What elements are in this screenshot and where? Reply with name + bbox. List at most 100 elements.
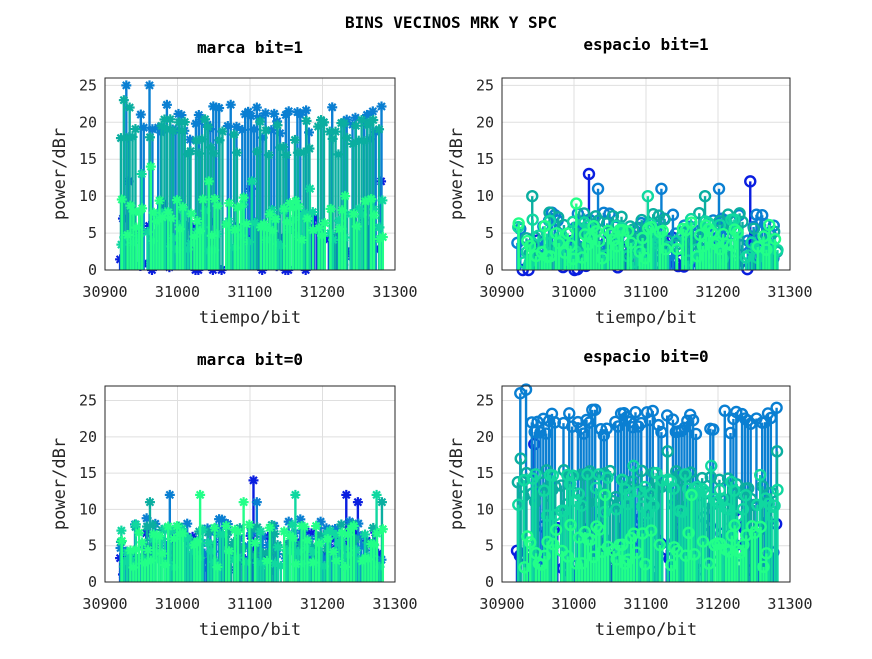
y-tick-label: 5 <box>485 224 494 242</box>
stem-marker <box>186 146 196 156</box>
stem-marker <box>192 216 202 226</box>
stem-marker <box>302 214 312 224</box>
stem-marker <box>204 176 214 186</box>
x-axis-label: tiempo/bit <box>595 620 697 640</box>
stem-marker <box>281 150 291 160</box>
stem-marker <box>242 219 252 229</box>
stem-marker <box>261 125 271 135</box>
stem-marker <box>145 80 155 90</box>
stem-marker <box>320 218 330 228</box>
y-tick-label: 15 <box>476 464 494 482</box>
stem-marker <box>301 105 311 115</box>
stem-marker <box>178 528 188 538</box>
x-axis-label: tiempo/bit <box>595 308 697 328</box>
stem-marker <box>165 114 175 124</box>
stem-marker <box>368 115 378 125</box>
x-axis-label: tiempo/bit <box>199 620 301 640</box>
stem-marker <box>165 490 175 500</box>
y-tick-label: 25 <box>79 76 97 94</box>
stem-marker <box>302 116 312 126</box>
y-tick-label: 0 <box>88 261 97 279</box>
stem-marker <box>255 117 265 127</box>
stem-marker <box>137 203 147 213</box>
x-tick-label: 31200 <box>695 283 740 301</box>
stem-marker <box>163 522 173 532</box>
stem-marker <box>139 123 149 133</box>
stem-marker <box>302 535 312 545</box>
stem-marker <box>155 196 165 206</box>
stem-marker <box>248 475 258 485</box>
stem-marker <box>300 522 310 532</box>
x-tick-label: 31100 <box>227 595 272 613</box>
x-tick-label: 31100 <box>623 595 668 613</box>
stem-marker <box>351 534 361 544</box>
y-tick-label: 25 <box>79 392 97 410</box>
y-tick-label: 5 <box>88 224 97 242</box>
y-tick-label: 15 <box>476 150 494 168</box>
stem-marker <box>352 221 362 231</box>
stem-marker <box>311 521 321 531</box>
y-tick-label: 15 <box>79 150 97 168</box>
x-tick-label: 31300 <box>767 283 812 301</box>
stem-marker <box>224 546 234 556</box>
stem-marker <box>294 202 304 212</box>
stem-marker <box>349 209 359 219</box>
stem-marker <box>116 526 126 536</box>
stem-marker <box>377 101 387 111</box>
stem-marker <box>145 132 155 142</box>
y-tick-label: 0 <box>485 261 494 279</box>
stem-marker <box>136 110 146 120</box>
x-tick-label: 31300 <box>372 283 417 301</box>
stem-marker <box>121 80 131 90</box>
y-tick-label: 20 <box>79 428 97 446</box>
stem-marker <box>290 135 300 145</box>
stem-marker <box>265 523 275 533</box>
stem-marker <box>252 497 262 507</box>
stem-marker <box>291 559 301 569</box>
y-axis-label: power/dBr <box>447 128 467 220</box>
stem-marker <box>271 214 281 224</box>
stem-marker <box>137 537 147 547</box>
x-tick-label: 31300 <box>372 595 417 613</box>
stem-marker <box>378 232 388 242</box>
x-tick-label: 30900 <box>82 283 127 301</box>
stem-marker <box>239 497 249 507</box>
x-tick-label: 31000 <box>155 283 200 301</box>
stem-marker <box>250 538 260 548</box>
stem-marker <box>369 210 379 220</box>
x-tick-label: 31300 <box>767 595 812 613</box>
stem-marker <box>319 117 329 127</box>
stem-marker <box>210 523 220 533</box>
stem-marker <box>157 549 167 559</box>
stem-marker <box>226 100 236 110</box>
stem-marker <box>297 235 307 245</box>
stem-marker <box>162 100 172 110</box>
subplot-title: espacio bit=1 <box>583 35 708 54</box>
stem-marker <box>203 122 213 132</box>
stem-marker <box>168 126 178 136</box>
stem-marker <box>290 490 300 500</box>
stem-marker <box>149 208 159 218</box>
y-tick-label: 25 <box>476 76 494 94</box>
stem-marker <box>305 184 315 194</box>
stem-marker <box>180 117 190 127</box>
stem-marker <box>224 198 234 208</box>
x-tick-label: 30900 <box>479 283 524 301</box>
stem-marker <box>326 204 336 214</box>
y-tick-label: 20 <box>476 113 494 131</box>
x-tick-label: 31200 <box>300 283 345 301</box>
stem-marker <box>178 202 188 212</box>
x-tick-label: 30900 <box>479 595 524 613</box>
stem-marker <box>166 214 176 224</box>
stem-marker <box>261 108 271 118</box>
stem-marker <box>264 150 274 160</box>
stem-marker <box>145 497 155 507</box>
stem-marker <box>341 490 351 500</box>
x-tick-label: 31000 <box>155 595 200 613</box>
stem-marker <box>284 106 294 116</box>
stem-marker <box>221 521 231 531</box>
